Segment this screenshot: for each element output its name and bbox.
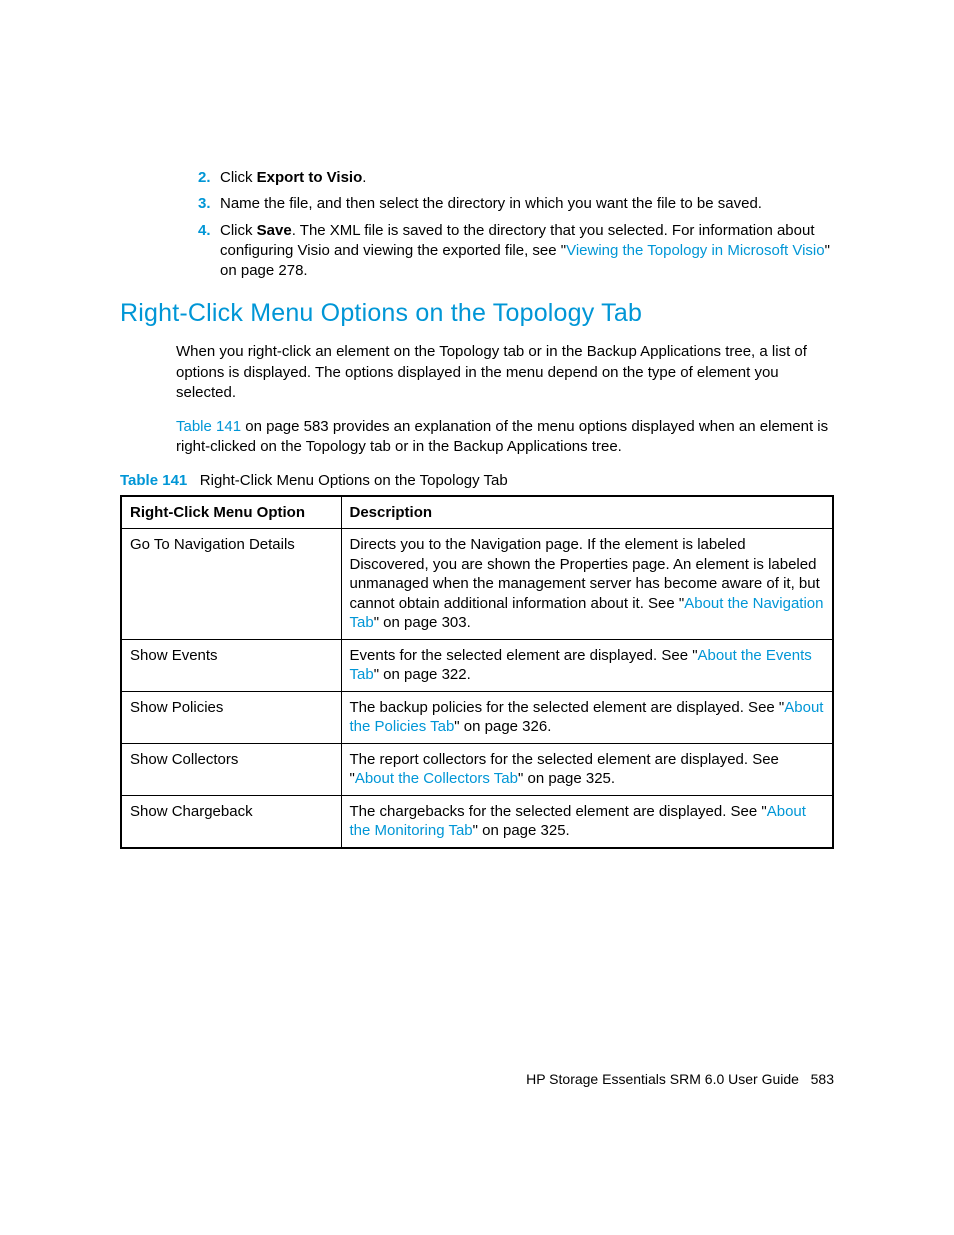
step-number: 2.	[198, 168, 220, 188]
table-title: Right-Click Menu Options on the Topology…	[200, 472, 508, 489]
steps-list: 2. Click Export to Visio. 3. Name the fi…	[120, 168, 834, 281]
option-cell: Show Events	[121, 639, 341, 691]
menu-options-table: Right-Click Menu Option Description Go T…	[120, 495, 834, 849]
table-row: Show Collectors The report collectors fo…	[121, 743, 833, 795]
step-number: 4.	[198, 221, 220, 282]
link-viewing-topology[interactable]: Viewing the Topology in Microsoft Visio	[566, 242, 824, 259]
option-cell: Show Policies	[121, 691, 341, 743]
step-text: Click Save. The XML file is saved to the…	[220, 221, 834, 282]
intro-paragraph-1: When you right-click an element on the T…	[176, 342, 834, 403]
footer-title: HP Storage Essentials SRM 6.0 User Guide	[526, 1071, 799, 1087]
table-row: Show Policies The backup policies for th…	[121, 691, 833, 743]
step-text: Name the file, and then select the direc…	[220, 194, 834, 214]
table-row: Show Events Events for the selected elem…	[121, 639, 833, 691]
table-header-option: Right-Click Menu Option	[121, 496, 341, 529]
page-footer: HP Storage Essentials SRM 6.0 User Guide…	[526, 1071, 834, 1087]
description-cell: The report collectors for the selected e…	[341, 743, 833, 795]
section-heading: Right-Click Menu Options on the Topology…	[120, 299, 834, 328]
table-row: Show Chargeback The chargebacks for the …	[121, 795, 833, 848]
step-3: 3. Name the file, and then select the di…	[198, 194, 834, 214]
option-cell: Show Collectors	[121, 743, 341, 795]
step-text: Click Export to Visio.	[220, 168, 834, 188]
description-cell: Events for the selected element are disp…	[341, 639, 833, 691]
table-row: Go To Navigation Details Directs you to …	[121, 529, 833, 640]
description-cell: Directs you to the Navigation page. If t…	[341, 529, 833, 640]
step-4: 4. Click Save. The XML file is saved to …	[198, 221, 834, 282]
description-cell: The chargebacks for the selected element…	[341, 795, 833, 848]
description-cell: The backup policies for the selected ele…	[341, 691, 833, 743]
option-cell: Go To Navigation Details	[121, 529, 341, 640]
table-number: Table 141	[120, 472, 187, 489]
intro-paragraph-2: Table 141 on page 583 provides an explan…	[176, 417, 834, 458]
link-table-141[interactable]: Table 141	[176, 418, 241, 435]
option-cell: Show Chargeback	[121, 795, 341, 848]
table-caption: Table 141 Right-Click Menu Options on th…	[120, 472, 834, 489]
table-header-description: Description	[341, 496, 833, 529]
step-2: 2. Click Export to Visio.	[198, 168, 834, 188]
step-number: 3.	[198, 194, 220, 214]
footer-page: 583	[811, 1071, 834, 1087]
link-collectors-tab[interactable]: About the Collectors Tab	[355, 770, 518, 787]
